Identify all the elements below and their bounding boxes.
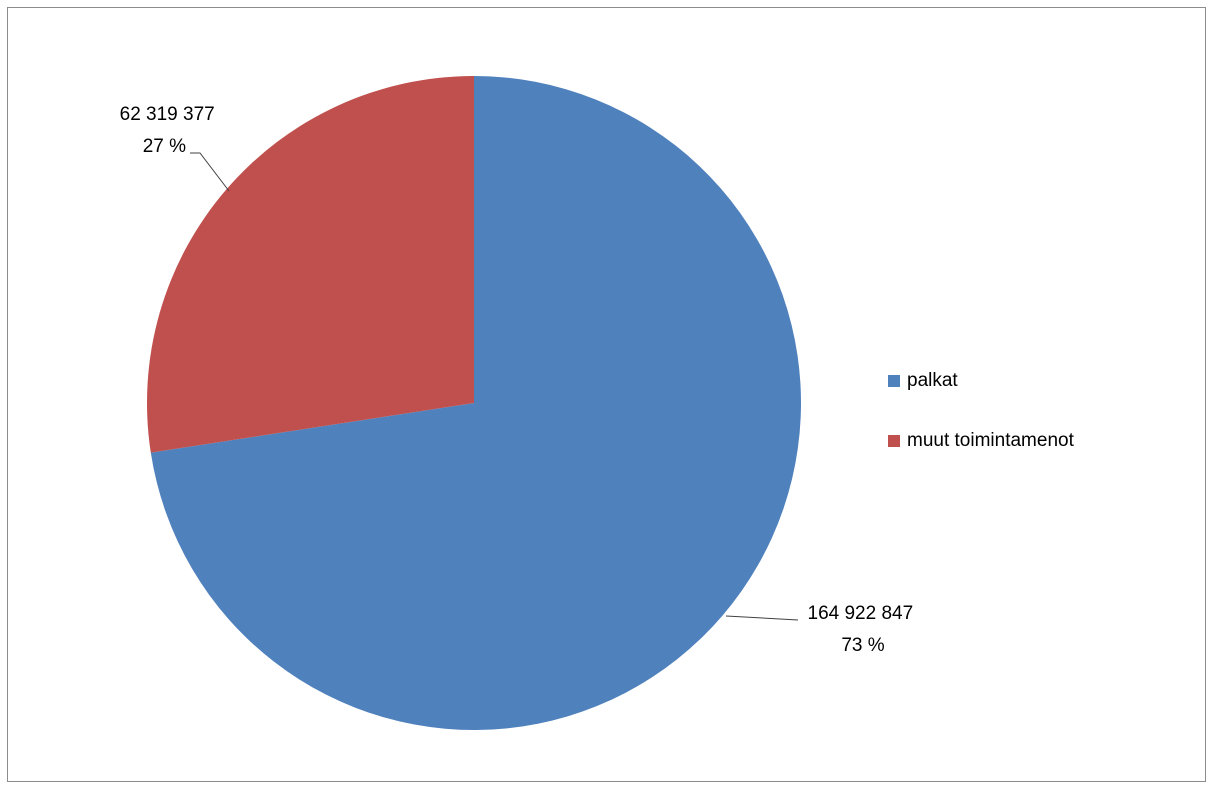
- slice-palkat-percent: 73 %: [841, 635, 884, 656]
- legend-swatch-muut-toimintamenot: [888, 435, 900, 447]
- pie-slice-muut-toimintamenot: [146, 76, 474, 453]
- leader-line-muut: [190, 152, 230, 192]
- pie-chart: 62 319 377 27 % 164 922 847 73 %: [120, 76, 919, 730]
- slice-palkat-value: 164 922 847: [808, 603, 914, 624]
- pie-slices: [146, 76, 802, 730]
- legend-label-palkat: palkat: [907, 370, 958, 391]
- pie-slice-palkat: [150, 76, 802, 730]
- chart-area: 62 319 377 27 % 164 922 847 73 % palkat …: [7, 7, 1206, 782]
- legend-item-palkat: palkat: [888, 368, 1074, 394]
- slice-muut-value-label: 62 319 377 27 %: [120, 104, 220, 157]
- legend: palkat muut toimintamenot: [888, 368, 1074, 488]
- legend-swatch-palkat: [888, 375, 900, 387]
- leader-line-palkat: [725, 615, 799, 621]
- slice-palkat-value-label: 164 922 847 73 %: [808, 603, 919, 656]
- slice-muut-percent: 27 %: [143, 136, 186, 157]
- legend-item-muut-toimintamenot: muut toimintamenot: [888, 428, 1074, 454]
- legend-label-muut-toimintamenot: muut toimintamenot: [907, 430, 1074, 451]
- leader-lines: [190, 152, 799, 621]
- slice-muut-value: 62 319 377: [120, 104, 215, 125]
